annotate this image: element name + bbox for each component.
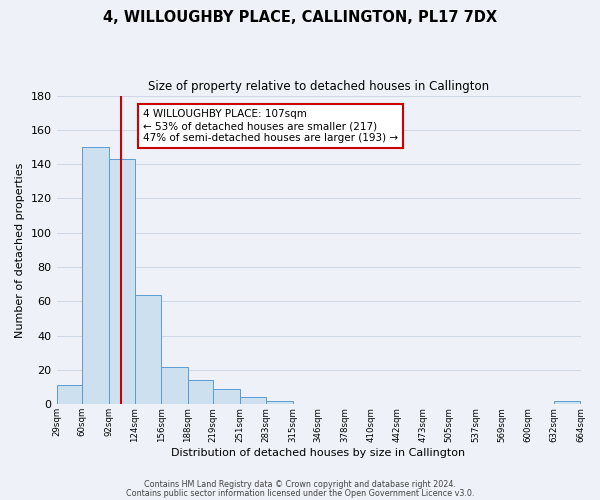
Bar [109,159,135,404]
Text: Contains public sector information licensed under the Open Government Licence v3: Contains public sector information licen… [126,488,474,498]
Bar [214,389,240,404]
Bar [161,366,188,405]
Bar [135,294,161,405]
Bar [56,386,82,404]
Text: 4 WILLOUGHBY PLACE: 107sqm
← 53% of detached houses are smaller (217)
47% of sem: 4 WILLOUGHBY PLACE: 107sqm ← 53% of deta… [143,110,398,142]
Text: 4, WILLOUGHBY PLACE, CALLINGTON, PL17 7DX: 4, WILLOUGHBY PLACE, CALLINGTON, PL17 7D… [103,10,497,25]
Y-axis label: Number of detached properties: Number of detached properties [15,162,25,338]
Text: Contains HM Land Registry data © Crown copyright and database right 2024.: Contains HM Land Registry data © Crown c… [144,480,456,489]
Bar [240,398,266,404]
Bar [82,147,109,405]
Bar [266,401,293,404]
X-axis label: Distribution of detached houses by size in Callington: Distribution of detached houses by size … [172,448,466,458]
Bar [188,380,214,404]
Title: Size of property relative to detached houses in Callington: Size of property relative to detached ho… [148,80,489,93]
Bar [554,401,580,404]
